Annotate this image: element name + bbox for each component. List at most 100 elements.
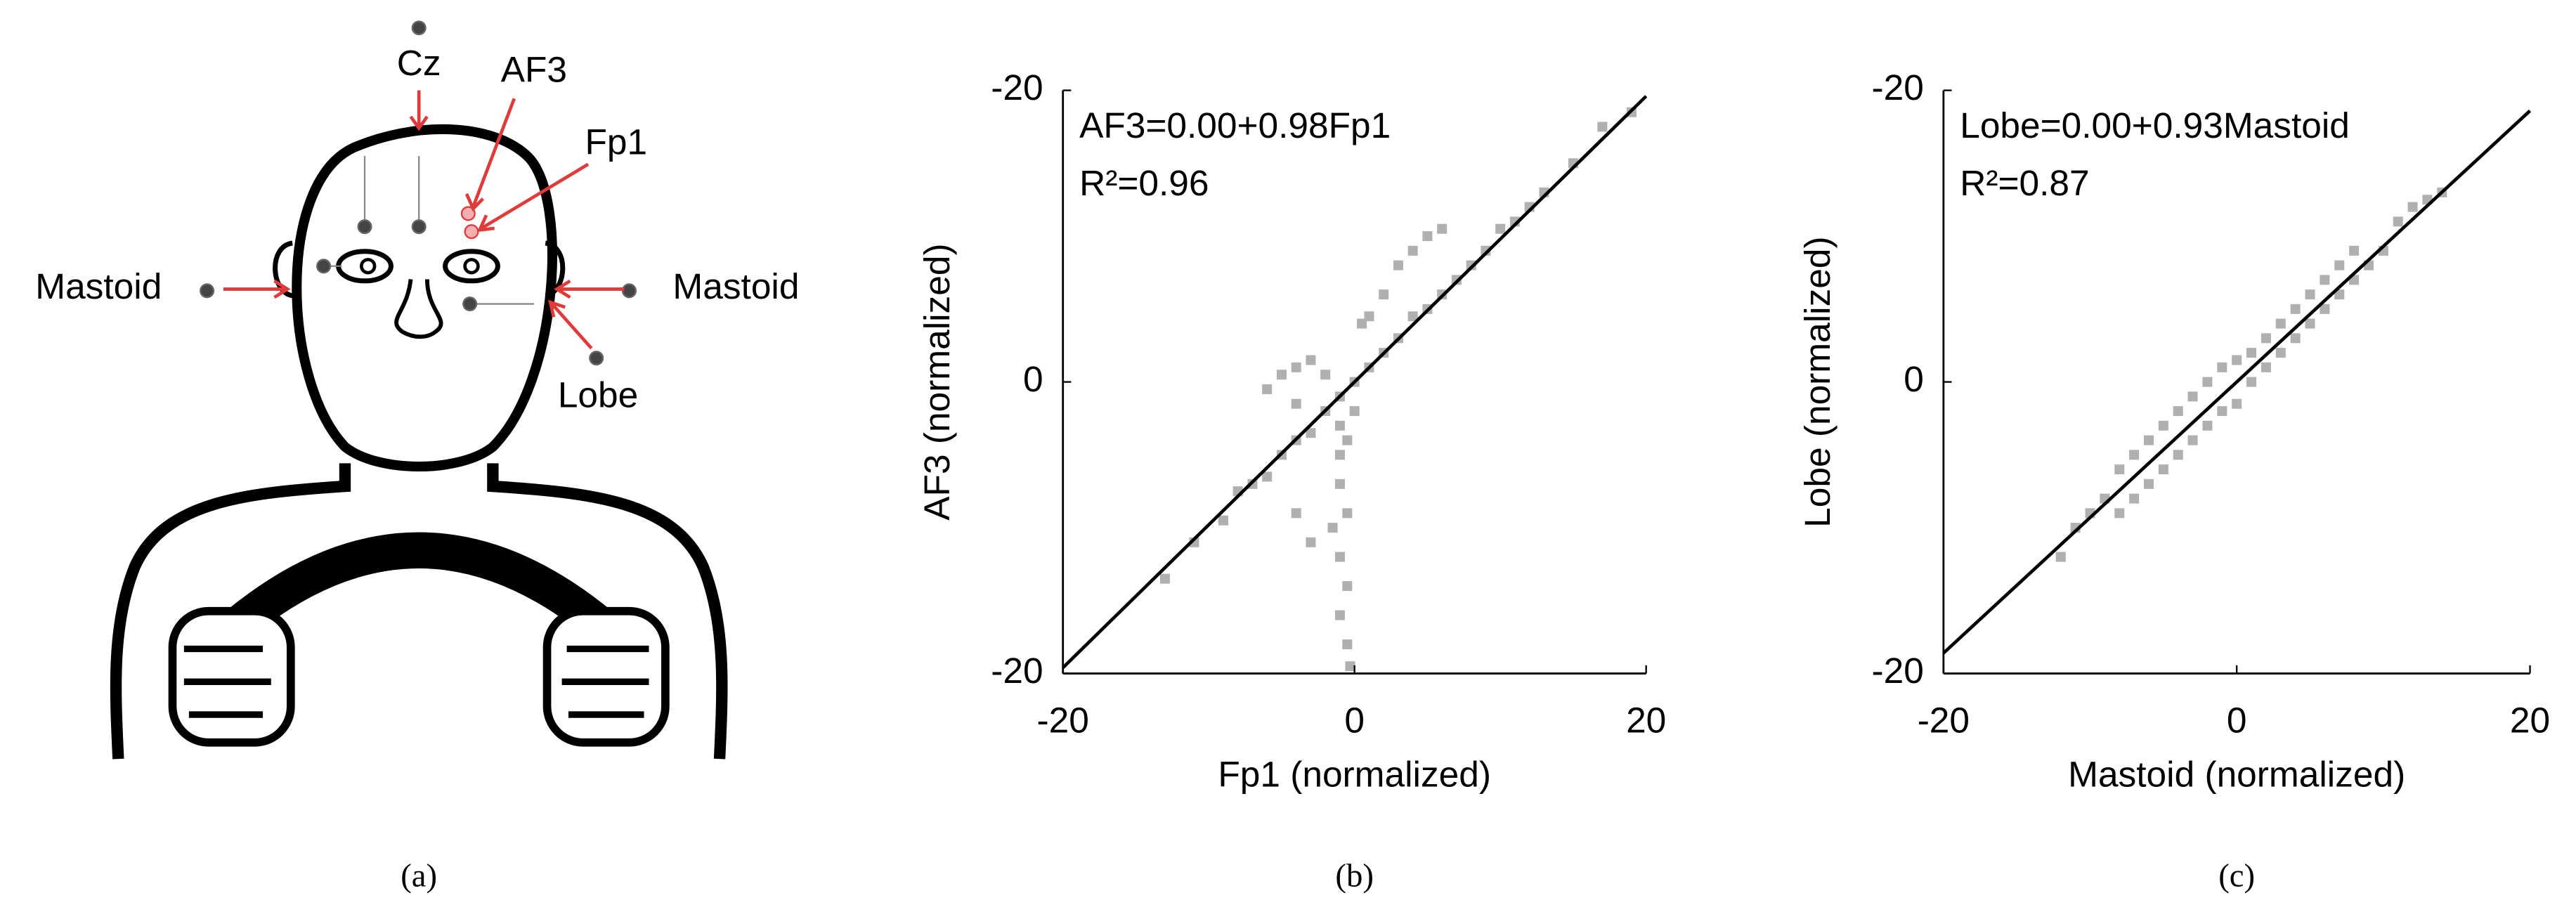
point — [2143, 478, 2154, 489]
point — [1379, 289, 1389, 300]
point — [1407, 311, 1418, 322]
point — [2114, 508, 2125, 519]
point — [2349, 245, 2360, 256]
label-mastoid-right: Mastoid — [672, 266, 799, 306]
x-tick-label: -20 — [1918, 699, 1970, 740]
point — [1342, 581, 1353, 592]
point — [2217, 362, 2227, 372]
point — [2173, 406, 2183, 417]
label-cz: Cz — [397, 42, 441, 83]
point — [1320, 370, 1331, 380]
point — [1262, 384, 1273, 394]
point — [2305, 318, 2315, 329]
point — [2393, 216, 2403, 227]
point — [2232, 398, 2242, 409]
point — [2158, 464, 2168, 475]
point — [1437, 223, 1448, 234]
point — [2334, 289, 2345, 300]
caption: (c) — [2218, 858, 2255, 894]
label-fp1: Fp1 — [585, 121, 647, 162]
point — [1342, 508, 1353, 519]
x-tick-label: 20 — [2510, 699, 2550, 740]
label-mastoid-left: Mastoid — [35, 266, 162, 306]
point — [2202, 377, 2213, 387]
point — [2187, 391, 2198, 402]
y-tick-label: 0 — [1904, 358, 1924, 399]
point — [1291, 362, 1301, 372]
point — [2320, 275, 2330, 285]
caption: (b) — [1335, 858, 1374, 894]
y-tick-label: -20 — [991, 650, 1043, 691]
point — [2129, 493, 2140, 504]
label-af3: AF3 — [501, 48, 567, 89]
point — [1291, 398, 1301, 409]
point — [1407, 245, 1418, 256]
label-lobe: Lobe — [558, 374, 638, 415]
y-tick-label: -20 — [991, 67, 1043, 108]
point — [1334, 450, 1345, 460]
point — [1276, 370, 1287, 380]
x-tick-label: 20 — [1626, 699, 1666, 740]
point — [2275, 318, 2286, 329]
point — [1218, 515, 1228, 526]
point — [1364, 311, 1374, 322]
point — [1291, 508, 1301, 519]
point — [1306, 355, 1316, 365]
caption: (a) — [401, 858, 437, 894]
point — [2114, 464, 2125, 475]
fit-line — [1062, 95, 1648, 669]
figure-body: Cz AF3 Fp1 Mastoid Mastoid Lobe (a) -20 0… — [35, 20, 2550, 894]
x-tick-label: -20 — [1037, 699, 1089, 740]
point — [2334, 260, 2345, 271]
point — [1262, 471, 1273, 482]
point — [2305, 289, 2315, 300]
x-tick-label: 0 — [2227, 699, 2247, 740]
driver-illustration — [110, 20, 728, 760]
point — [2320, 304, 2330, 314]
point — [2260, 362, 2271, 372]
point — [1349, 406, 1360, 417]
point — [1159, 573, 1170, 584]
point — [1342, 639, 1353, 650]
point — [2202, 420, 2213, 431]
point — [2407, 202, 2418, 212]
y-tick-label: -20 — [1871, 67, 1923, 108]
point — [2173, 450, 2183, 460]
point — [2290, 333, 2301, 344]
x-tick-label: 0 — [1344, 699, 1365, 740]
point — [2246, 377, 2257, 387]
point — [1422, 231, 1433, 242]
point — [1306, 537, 1316, 547]
point — [1495, 223, 1506, 234]
point — [1334, 478, 1345, 489]
y-axis-label: AF3 (normalized) — [916, 243, 957, 520]
y-tick-label: -20 — [1871, 650, 1923, 691]
point — [2290, 304, 2301, 314]
annotation: AF3=0.00+0.98Fp1 — [1079, 105, 1391, 145]
y-axis-label: Lobe (normalized) — [1797, 236, 1837, 527]
point — [1306, 428, 1316, 438]
point — [2275, 348, 2286, 358]
point — [2158, 420, 2168, 431]
point — [1342, 435, 1353, 445]
point — [2129, 450, 2140, 460]
annotation: R²=0.87 — [1960, 162, 2089, 203]
fit-line — [1942, 109, 2532, 655]
point — [1327, 523, 1338, 533]
point — [1345, 661, 1355, 672]
point — [2143, 435, 2154, 445]
point — [1334, 610, 1345, 620]
point — [1597, 122, 1608, 132]
annotation: Lobe=0.00+0.93Mastoid — [1960, 105, 2350, 145]
point — [1393, 260, 1403, 271]
x-axis-label: Fp1 (normalized) — [1218, 753, 1491, 794]
point — [1334, 552, 1345, 562]
point — [2246, 348, 2257, 358]
point — [1334, 420, 1345, 431]
point — [2260, 333, 2271, 344]
annotation: R²=0.96 — [1079, 162, 1209, 203]
y-tick-label: 0 — [1023, 358, 1043, 399]
point — [2232, 355, 2242, 365]
point — [2187, 435, 2198, 445]
